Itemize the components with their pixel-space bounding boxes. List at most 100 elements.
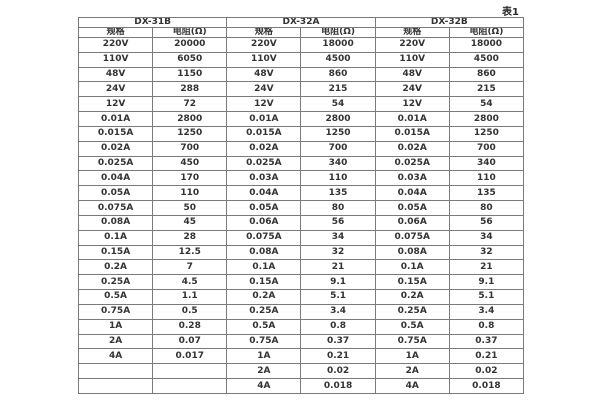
column-subheader-resistance: 电阻(Ω) bbox=[448, 27, 525, 38]
cell-spec: 0.02A bbox=[77, 140, 154, 157]
column-subheader-spec: 规格 bbox=[77, 27, 154, 38]
cell-resistance: 110 bbox=[448, 170, 525, 187]
cell-resistance: 0.21 bbox=[300, 348, 376, 365]
cell-resistance: 700 bbox=[448, 140, 525, 157]
cell-spec: 0.03A bbox=[226, 170, 302, 187]
cell-resistance: 7 bbox=[152, 259, 228, 276]
cell-spec: 0.02A bbox=[374, 140, 450, 157]
cell-spec: 0.25A bbox=[226, 303, 302, 320]
cell-spec: 0.04A bbox=[374, 185, 450, 202]
cell-spec: 0.08A bbox=[77, 214, 154, 231]
table-header: DX-31B DX-32A DX-32B 规格 电阻(Ω) 规格 电阻(Ω) 规… bbox=[77, 17, 525, 38]
table-row: 2A 0.02 2A 0.02 bbox=[77, 363, 525, 380]
cell-resistance: 4500 bbox=[448, 51, 525, 68]
cell-spec: 2A bbox=[77, 333, 154, 350]
cell-resistance: 2800 bbox=[448, 111, 525, 127]
cell-spec: 24V bbox=[374, 81, 450, 98]
cell-spec: 0.025A bbox=[226, 155, 302, 172]
cell-spec: 220V bbox=[226, 37, 302, 53]
cell-resistance: 1.1 bbox=[152, 289, 228, 305]
cell-resistance: 32 bbox=[448, 244, 525, 261]
cell-spec: 0.06A bbox=[374, 214, 450, 231]
cell-resistance: 1150 bbox=[152, 66, 228, 83]
cell-spec: 2A bbox=[226, 363, 302, 380]
cell-spec: 1A bbox=[77, 318, 154, 335]
cell-resistance: 20000 bbox=[152, 37, 228, 53]
table-row: 1A 0.28 0.5A 0.8 0.5A 0.8 bbox=[77, 318, 525, 335]
table-row: 110V 6050 110V 4500 110V 4500 bbox=[77, 51, 525, 68]
cell-resistance: 450 bbox=[152, 155, 228, 172]
cell-resistance: 56 bbox=[300, 214, 376, 231]
cell-resistance: 170 bbox=[152, 170, 228, 187]
column-subheader-resistance: 电阻(Ω) bbox=[152, 27, 228, 38]
table-row: 0.25A 4.5 0.15A 9.1 0.15A 9.1 bbox=[77, 274, 525, 291]
table-row: 4A 0.017 1A 0.21 1A 0.21 bbox=[77, 348, 525, 365]
cell-resistance: 0.8 bbox=[300, 318, 376, 335]
column-subheader-resistance: 电阻(Ω) bbox=[300, 27, 376, 38]
cell-spec bbox=[77, 363, 154, 380]
cell-resistance: 860 bbox=[300, 66, 376, 83]
table-row: 0.5A 1.1 0.2A 5.1 0.2A 5.1 bbox=[77, 289, 525, 305]
cell-spec: 0.01A bbox=[77, 111, 154, 127]
cell-spec: 0.75A bbox=[226, 333, 302, 350]
table-row: 0.015A 1250 0.015A 1250 0.015A 1250 bbox=[77, 125, 525, 142]
table-row: 2A 0.07 0.75A 0.37 0.75A 0.37 bbox=[77, 333, 525, 350]
cell-spec: 0.015A bbox=[374, 125, 450, 142]
cell-resistance: 18000 bbox=[300, 37, 376, 53]
cell-spec: 4A bbox=[374, 378, 450, 394]
cell-resistance: 0.02 bbox=[300, 363, 376, 380]
cell-resistance: 0.8 bbox=[448, 318, 525, 335]
cell-spec: 0.5A bbox=[226, 318, 302, 335]
cell-resistance: 18000 bbox=[448, 37, 525, 53]
cell-resistance: 4.5 bbox=[152, 274, 228, 291]
table-row: 0.1A 28 0.075A 34 0.075A 34 bbox=[77, 229, 525, 246]
cell-resistance: 0.37 bbox=[300, 333, 376, 350]
cell-spec bbox=[77, 378, 154, 394]
cell-resistance: 1250 bbox=[300, 125, 376, 142]
cell-resistance: 0.02 bbox=[448, 363, 525, 380]
table-row: 24V 288 24V 215 24V 215 bbox=[77, 81, 525, 98]
cell-resistance: 6050 bbox=[152, 51, 228, 68]
cell-spec: 0.08A bbox=[226, 244, 302, 261]
cell-resistance: 135 bbox=[300, 185, 376, 202]
cell-resistance: 12.5 bbox=[152, 244, 228, 261]
table-body: 220V 20000 220V 18000 220V 18000 110V 6050 110V 4… bbox=[77, 37, 525, 394]
cell-spec: 0.04A bbox=[77, 170, 154, 187]
cell-resistance: 340 bbox=[448, 155, 525, 172]
cell-resistance: 28 bbox=[152, 229, 228, 246]
cell-resistance: 80 bbox=[300, 200, 376, 216]
cell-spec: 0.2A bbox=[226, 289, 302, 305]
table-row: 0.2A 7 0.1A 21 0.1A 21 bbox=[77, 259, 525, 276]
cell-spec: 0.2A bbox=[77, 259, 154, 276]
cell-resistance: 700 bbox=[152, 140, 228, 157]
cell-spec: 0.075A bbox=[77, 200, 154, 216]
cell-resistance: 110 bbox=[300, 170, 376, 187]
cell-spec: 0.25A bbox=[77, 274, 154, 291]
cell-resistance: 3.4 bbox=[448, 303, 525, 320]
column-group-header-dx31b: DX-31B bbox=[77, 17, 228, 28]
cell-spec: 0.075A bbox=[226, 229, 302, 246]
cell-resistance: 0.21 bbox=[448, 348, 525, 365]
cell-spec: 0.1A bbox=[226, 259, 302, 276]
cell-resistance bbox=[152, 363, 228, 380]
cell-resistance: 21 bbox=[300, 259, 376, 276]
cell-resistance: 0.017 bbox=[152, 348, 228, 365]
cell-spec: 110V bbox=[77, 51, 154, 68]
cell-resistance: 21 bbox=[448, 259, 525, 276]
cell-resistance: 110 bbox=[152, 185, 228, 202]
table-row: 0.75A 0.5 0.25A 3.4 0.25A 3.4 bbox=[77, 303, 525, 320]
cell-spec: 0.025A bbox=[77, 155, 154, 172]
cell-spec: 0.01A bbox=[374, 111, 450, 127]
cell-resistance: 56 bbox=[448, 214, 525, 231]
cell-resistance: 32 bbox=[300, 244, 376, 261]
cell-resistance: 215 bbox=[300, 81, 376, 98]
cell-resistance: 288 bbox=[152, 81, 228, 98]
cell-spec: 0.01A bbox=[226, 111, 302, 127]
column-subheader-spec: 规格 bbox=[374, 27, 450, 38]
cell-spec: 220V bbox=[374, 37, 450, 53]
cell-spec: 110V bbox=[226, 51, 302, 68]
table-caption: 表1 bbox=[502, 7, 519, 18]
group-header-row: DX-31B DX-32A DX-32B bbox=[77, 17, 525, 28]
subheader-row: 规格 电阻(Ω) 规格 电阻(Ω) 规格 电阻(Ω) bbox=[77, 27, 525, 38]
